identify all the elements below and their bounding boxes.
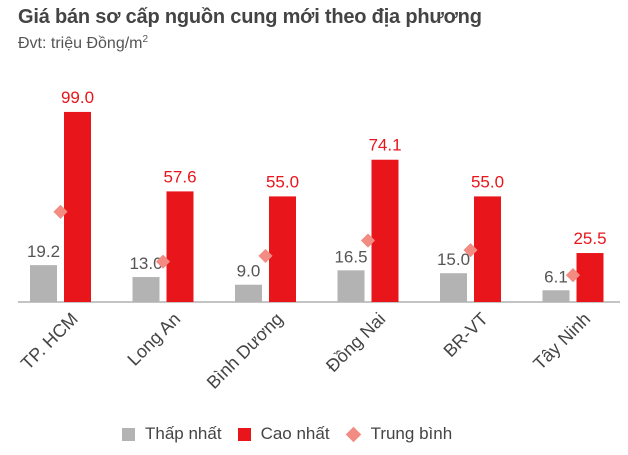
legend-item-avg: Trung bình — [345, 424, 453, 444]
bar-min — [30, 265, 57, 302]
data-label-min: 15.0 — [437, 250, 470, 269]
chart-unit: Đvt: triệu Đồng/m2 — [18, 34, 148, 53]
category-label: Long An — [123, 309, 184, 370]
bar-max — [64, 111, 91, 302]
chart-legend: Thấp nhất Cao nhất Trung bình — [122, 424, 468, 444]
chart-title: Giá bán sơ cấp nguồn cung mới theo địa p… — [18, 6, 482, 28]
bar-max — [371, 159, 399, 302]
bar-max — [166, 191, 194, 302]
data-label-max: 55.0 — [266, 172, 299, 191]
bar-min — [440, 273, 467, 302]
category-label: BR-VT — [440, 309, 492, 361]
data-label-min: 13.0 — [129, 254, 162, 273]
data-label-max: 99.0 — [61, 88, 94, 107]
bar-max — [269, 196, 296, 302]
data-label-max: 74.1 — [368, 136, 401, 155]
data-label-min: 19.2 — [27, 242, 60, 261]
data-label-max: 25.5 — [573, 229, 606, 248]
bar-min — [337, 270, 365, 302]
legend-swatch-max — [237, 427, 251, 441]
bar-min — [132, 277, 160, 302]
bar-chart: 19.2 99.0 TP. HCM 13.0 57.6 Long An 9.0 55.0 Bìn… — [17, 88, 620, 393]
avg-marker — [360, 233, 376, 248]
data-label-min: 9.0 — [237, 262, 261, 281]
legend-item-min: Thấp nhất — [122, 424, 222, 444]
data-label-min: 16.5 — [334, 247, 367, 266]
bar-max — [474, 196, 501, 302]
data-label-min: 6.1 — [544, 267, 568, 286]
category-label: TP. HCM — [17, 309, 82, 374]
category-label: Đồng Nai — [322, 309, 389, 376]
unit-text: Đvt: triệu Đồng/m — [18, 35, 143, 52]
avg-marker — [155, 254, 171, 269]
legend-label-avg: Trung bình — [370, 424, 453, 443]
legend-label-min: Thấp nhất — [145, 424, 222, 443]
avg-marker — [258, 248, 273, 263]
legend-item-max: Cao nhất — [237, 424, 330, 444]
bar-min — [235, 284, 262, 302]
bar-min — [542, 290, 570, 302]
category-label: Tây Ninh — [529, 309, 594, 374]
unit-superscript: 2 — [142, 34, 149, 45]
data-label-max: 55.0 — [471, 172, 504, 191]
avg-marker — [565, 268, 581, 283]
legend-swatch-min — [122, 427, 135, 441]
bar-max — [576, 253, 604, 302]
category-label: Bình Dương — [203, 309, 287, 393]
data-label-max: 57.6 — [163, 167, 196, 186]
legend-swatch-avg — [345, 426, 361, 442]
legend-label-max: Cao nhất — [260, 424, 330, 443]
avg-marker — [463, 243, 478, 258]
